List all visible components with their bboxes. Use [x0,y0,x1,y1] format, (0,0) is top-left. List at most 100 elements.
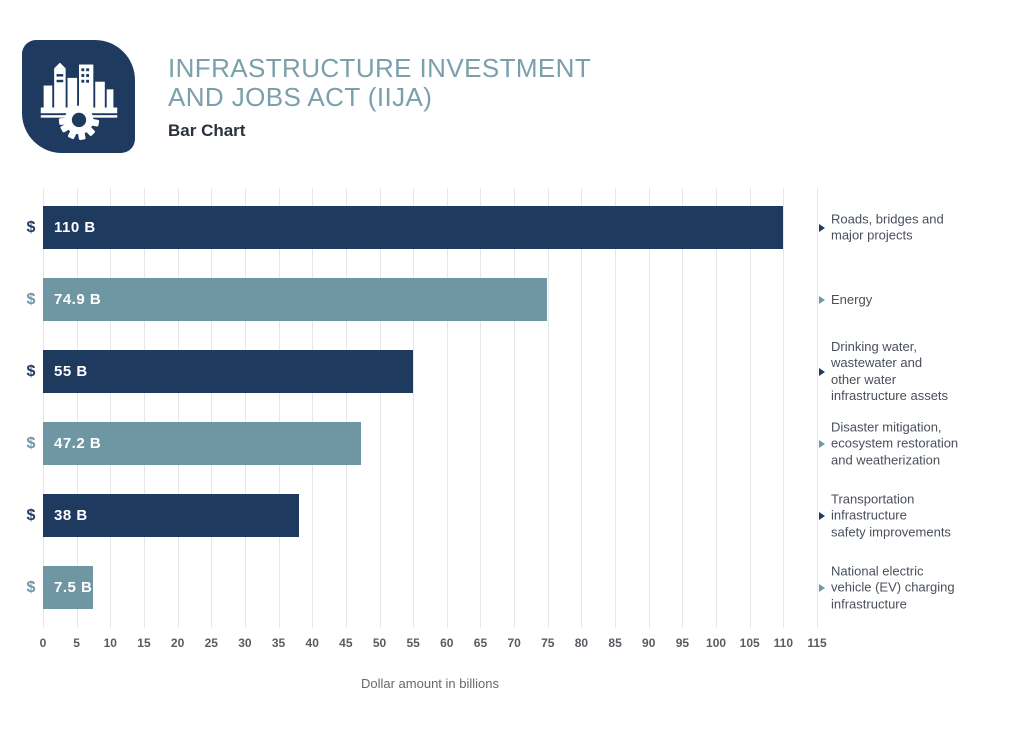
gridline [581,188,583,628]
category-label: Roads, bridges and major projects [831,211,1011,244]
category-label-line: vehicle (EV) charging [831,579,955,595]
dollar-sign: $ [26,579,36,596]
gridline [413,188,415,628]
header: INFRASTRUCTURE INVESTMENT AND JOBS ACT (… [168,54,591,141]
category-label-line: infrastructure [831,595,907,611]
category-marker-icon [819,511,825,520]
gridline [514,188,516,628]
x-axis-label: Dollar amount in billions [360,676,499,691]
gridline [615,188,617,628]
category-label: Transportation infrastructure safety impro… [831,491,1011,541]
category-marker-icon [819,439,825,448]
x-tick-label: 80 [574,636,589,650]
x-tick-label: 20 [170,636,185,650]
x-tick-label: 0 [39,636,47,650]
gridline [716,188,718,628]
bar-value-label: 55 B [54,363,88,380]
page-title-line2: AND JOBS ACT (IIJA) [168,82,433,112]
page-title-line1: INFRASTRUCTURE INVESTMENT [168,53,592,83]
bar-value-label: 47.2 B [54,435,102,452]
category-label: Energy [831,291,1011,308]
category-label-line: Drinking water, [831,338,917,354]
category-label-line: National electric [831,562,924,578]
gridline [177,188,179,628]
x-tick-label: 90 [642,636,656,650]
x-tick-label: 95 [675,636,690,650]
bar: 7.5 B [43,566,94,609]
category-label-line: Transportation [831,490,915,506]
category-label-line: Disaster mitigation, [831,418,942,434]
gridline [446,188,448,628]
bar: 110 B [43,206,784,249]
buildings-gear-icon [40,62,117,140]
x-tick-label: 45 [339,636,353,650]
gridline [110,188,112,628]
bar: 55 B [43,350,414,393]
category-label-line: infrastructure assets [831,388,949,403]
app-logo [22,40,135,153]
x-tick-label: 85 [608,636,622,650]
dollar-sign: $ [26,219,36,236]
category-label-line: ecosystem restoration [831,435,959,451]
x-tick-label: 100 [706,636,727,650]
gridline [345,188,347,628]
category-label: National electric vehicle (EV) charging in… [831,563,1011,613]
category-label: Drinking water, wastewater and other water… [831,339,1011,405]
gridline [211,188,213,628]
bar: 74.9 B [43,278,548,321]
category-marker-icon [819,295,825,304]
x-tick-label: 55 [406,636,420,650]
x-tick-label: 25 [204,636,218,650]
x-tick-label: 35 [271,636,286,650]
gridline [143,188,145,628]
bar-value-label: 7.5 B [54,579,93,596]
category-label-line: Energy [831,291,873,307]
dollar-sign: $ [26,435,36,452]
bar-value-label: 38 B [54,507,88,524]
gridline [43,188,44,628]
x-tick-label: 5 [73,636,80,650]
x-tick-label: 75 [541,636,555,650]
category-label-line: safety improvements [831,523,951,539]
dollar-sign: $ [26,507,36,524]
category-marker-icon [819,223,825,232]
gridline [749,188,751,628]
x-tick-label: 105 [739,636,760,650]
bar-value-label: 110 B [54,219,96,236]
category-marker-icon [819,583,825,592]
gridline [312,188,314,628]
x-tick-label: 65 [473,636,488,650]
x-tick-label: 50 [372,636,387,650]
category-label-line: infrastructure [831,507,907,523]
category-label-line: major projects [831,227,913,243]
x-tick-label: 30 [238,636,252,650]
x-tick-label: 115 [807,636,827,650]
x-tick-label: 110 [773,636,794,650]
category-label-line: other water [831,371,897,387]
bar: 38 B [43,494,299,537]
x-tick-label: 10 [103,636,117,650]
x-tick-label: 15 [137,636,151,650]
dollar-sign: $ [26,363,36,380]
page-subtitle: Bar Chart [168,121,246,140]
gridline [547,188,549,628]
bar-value-label: 74.9 B [54,291,102,308]
gridline [480,188,482,628]
gridline [817,188,818,628]
dollar-sign: $ [26,291,36,308]
gridline [648,188,650,628]
x-tick-label: 70 [507,636,521,650]
gridline [278,188,280,628]
gridline [682,188,684,628]
category-label-line: and weatherization [831,451,941,467]
gridline [783,188,785,628]
category-label: Disaster mitigation, ecosystem restoratio… [831,419,1011,469]
gridline [76,188,78,628]
bar: 47.2 B [43,422,361,465]
category-label-line: wastewater and [831,355,923,370]
x-tick-label: 60 [440,636,454,650]
gridline [379,188,381,628]
category-label-line: Roads, bridges and [831,211,944,226]
category-marker-icon [819,367,825,376]
